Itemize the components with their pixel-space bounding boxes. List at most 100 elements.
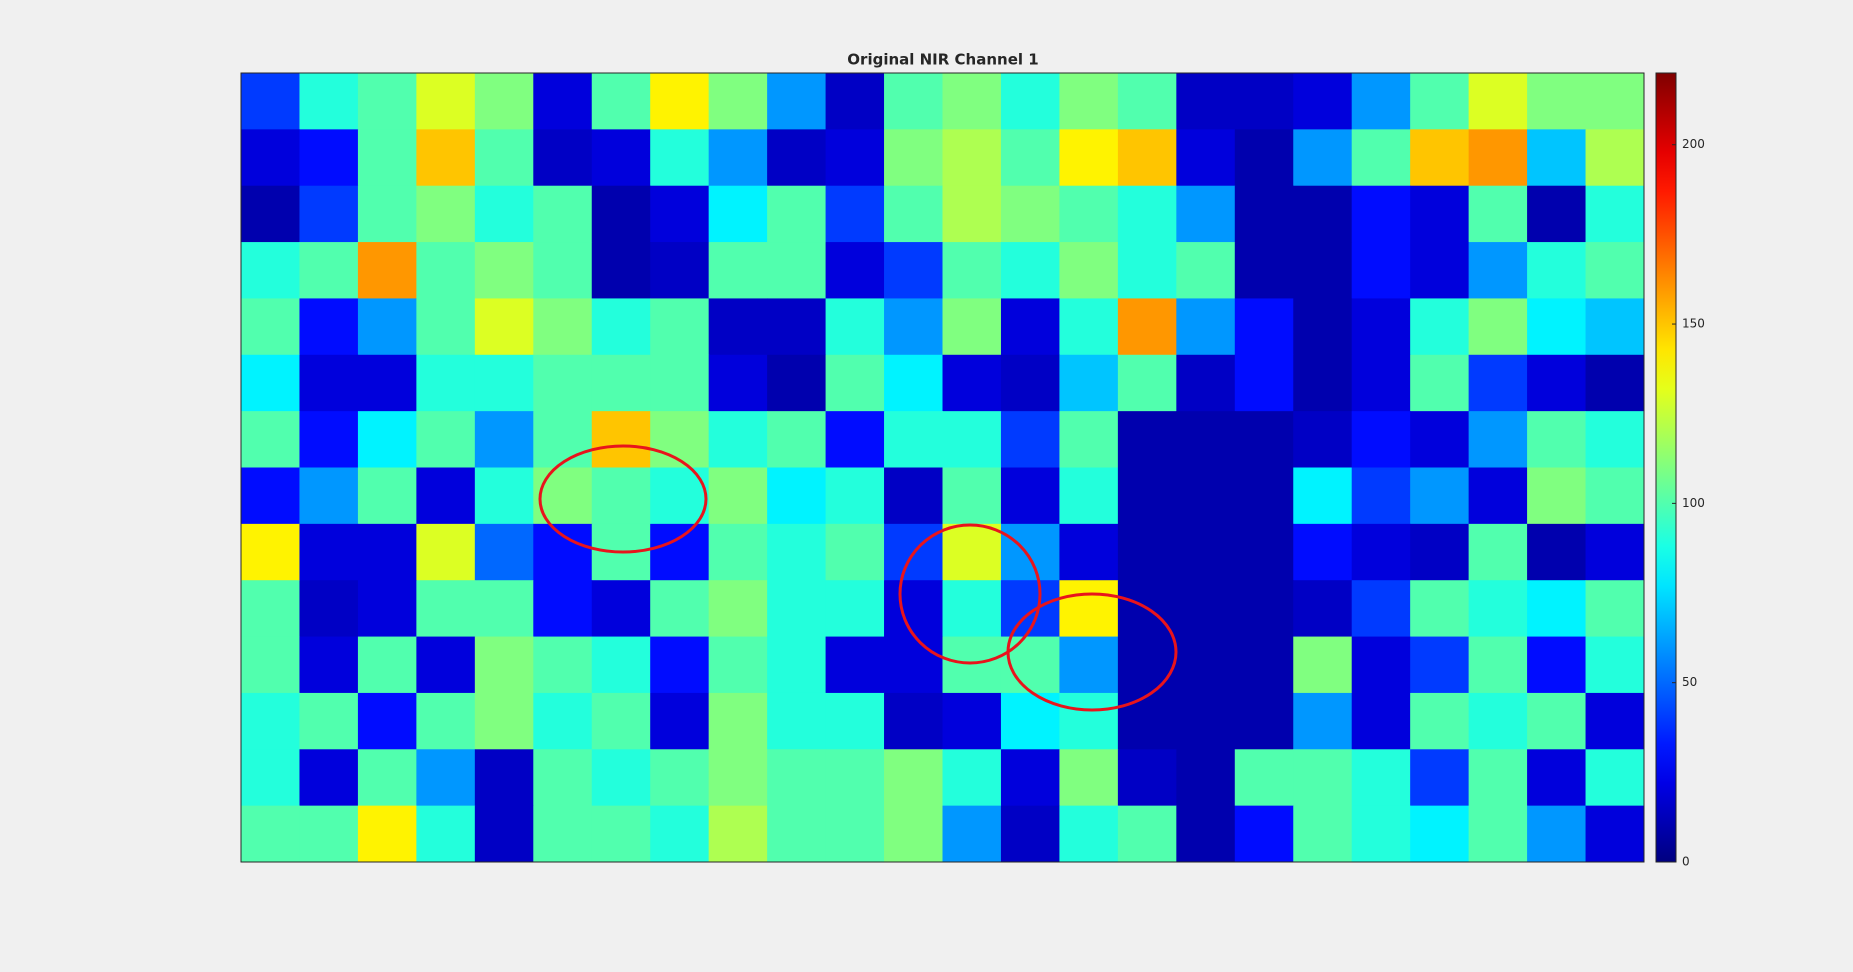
heatmap-cell [357,73,417,130]
heatmap-cell [1059,242,1119,299]
heatmap-cell [1527,185,1587,243]
heatmap-cell [591,467,651,525]
heatmap-cell [357,749,417,807]
heatmap-cell [942,805,1002,863]
heatmap-cell [1117,73,1177,130]
heatmap-cell [533,636,593,694]
heatmap-cell [1585,129,1645,187]
heatmap-cell [1410,411,1470,468]
heatmap-cell [591,185,651,243]
heatmap-cell [650,185,710,243]
heatmap-cell [1176,523,1236,581]
heatmap-cell [241,580,300,638]
heatmap-cell [1585,692,1645,750]
heatmap-cell [533,580,593,638]
heatmap-cell [416,523,476,581]
heatmap-cell [1351,580,1411,638]
heatmap-cell [650,523,710,581]
heatmap-cell [241,185,300,243]
heatmap-cell [942,692,1002,750]
heatmap-cell [942,523,1002,581]
heatmap-cell [708,298,768,356]
heatmap-cell [1234,129,1294,187]
highlight-ellipse [538,444,708,554]
heatmap-cell [1527,523,1587,581]
heatmap-cell [416,636,476,694]
heatmap-cell [533,749,593,807]
heatmap-cell [825,467,885,525]
heatmap-cell [1293,636,1353,694]
heatmap-cell [1234,805,1294,863]
heatmap-cell [1293,298,1353,356]
heatmap-cell [650,354,710,412]
heatmap-cell [299,129,359,187]
heatmap-cell [1468,242,1528,299]
heatmap-cell [708,580,768,638]
heatmap-cell [825,298,885,356]
heatmap-cell [1176,242,1236,299]
heatmap-cell [767,805,827,863]
heatmap-cell [299,242,359,299]
heatmap-cell [1059,749,1119,807]
heatmap-cell [1410,805,1470,863]
heatmap-cell [767,354,827,412]
heatmap-cell [1527,411,1587,468]
heatmap-cell [1585,242,1645,299]
heatmap-cell [1468,185,1528,243]
heatmap-cell [1468,523,1528,581]
heatmap-cell [1234,467,1294,525]
heatmap-cell [299,749,359,807]
heatmap-cell [357,354,417,412]
heatmap-cell [416,73,476,130]
heatmap-cell [1117,354,1177,412]
heatmap-cell [767,298,827,356]
heatmap-cell [1468,749,1528,807]
heatmap-cell [1117,636,1177,694]
heatmap-cell [1176,129,1236,187]
heatmap-cell [1117,411,1177,468]
heatmap-cell [1176,73,1236,130]
heatmap-cell [299,298,359,356]
heatmap-cell [1059,523,1119,581]
annotations [538,444,1178,712]
heatmap-cell [1234,185,1294,243]
heatmap-cell [1293,129,1353,187]
heatmap-cell [533,242,593,299]
heatmap-cell [1468,805,1528,863]
heatmap-cell [1468,354,1528,412]
heatmap-cell [1117,185,1177,243]
heatmap-cell [1351,411,1411,468]
heatmap-cell [767,749,827,807]
heatmap-cell [357,692,417,750]
heatmap-cell [1527,467,1587,525]
heatmap-cell [1468,129,1528,187]
heatmap-cell [1117,523,1177,581]
heatmap-cell [942,636,1002,694]
colorbar-tick-label: 100 [1682,496,1705,510]
heatmap-cell [1585,467,1645,525]
heatmap-cell [708,185,768,243]
heatmap-cell [1410,185,1470,243]
heatmap-cell [1176,185,1236,243]
heatmap-cell [650,298,710,356]
heatmap-cell [1468,692,1528,750]
heatmap-cell [942,129,1002,187]
heatmap-cell [1410,523,1470,581]
heatmap-cell [1527,129,1587,187]
heatmap-cell [1117,749,1177,807]
heatmap-cell [1410,467,1470,525]
heatmap-cell [591,580,651,638]
heatmap-cell [650,692,710,750]
heatmap-cell [1468,636,1528,694]
heatmap-cell [884,411,943,468]
heatmap-cell [474,354,534,412]
heatmap-cell [650,636,710,694]
heatmap-cell [1000,354,1060,412]
heatmap-cell [1293,354,1353,412]
heatmap-cell [942,354,1002,412]
heatmap-cell [1176,467,1236,525]
heatmap-cell [1468,580,1528,638]
heatmap-cell [1059,73,1119,130]
heatmap-cell [650,129,710,187]
heatmap-cell [1410,242,1470,299]
